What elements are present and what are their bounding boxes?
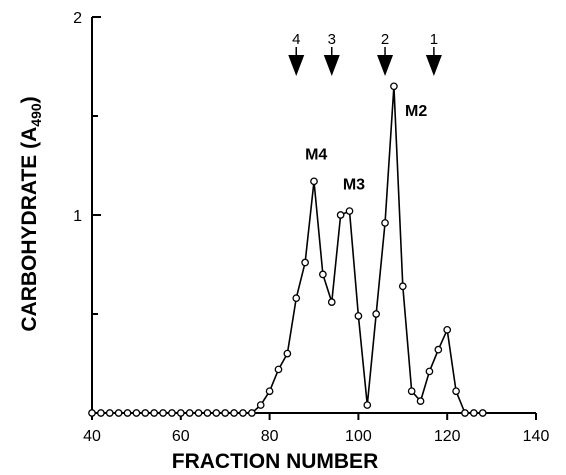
down-arrow-icon (377, 55, 394, 76)
data-point (363, 401, 372, 409)
data-point (292, 294, 301, 303)
down-arrow-icon (323, 55, 340, 76)
marker-arrow-group: 3 (323, 31, 340, 76)
y-axis-title-close: ) (18, 96, 41, 103)
data-point (283, 349, 292, 358)
data-point (310, 177, 318, 186)
marker-arrow-group: 2 (377, 31, 394, 76)
data-point (150, 409, 159, 417)
data-point (141, 409, 150, 417)
data-point (176, 409, 185, 417)
data-point (336, 211, 345, 219)
data-point (398, 282, 407, 291)
x-tick-label: 120 (434, 428, 461, 445)
axes: 40 60 80 100 120 140 1 2 (73, 10, 549, 445)
data-point (88, 409, 96, 417)
x-tick-label: 100 (345, 428, 372, 445)
x-tick-label: 80 (261, 428, 279, 445)
data-point (221, 409, 230, 417)
data-point (265, 387, 274, 396)
data-point (469, 409, 478, 417)
data-point (452, 387, 460, 396)
peak-label: M3 (343, 176, 365, 193)
data-point (390, 82, 398, 91)
data-point (372, 310, 381, 318)
marker-label: 4 (292, 31, 300, 48)
data-point (239, 409, 247, 417)
data-point (425, 367, 434, 376)
data-point (194, 409, 203, 417)
peak-label: M2 (405, 103, 427, 120)
data-point (381, 219, 389, 227)
data-point (274, 365, 283, 374)
y-axis-title-subscript: 490 (28, 103, 44, 127)
x-axis-title: FRACTION NUMBER (172, 450, 378, 473)
marker-arrow-group: 4 (288, 31, 305, 76)
data-point (203, 409, 212, 417)
data-point (478, 409, 487, 417)
data-point (97, 409, 105, 417)
data-point (212, 409, 221, 417)
data-point (416, 397, 425, 405)
y-tick-label: 1 (73, 208, 82, 225)
down-arrow-icon (288, 55, 305, 76)
marker-arrow-group: 1 (425, 31, 442, 76)
data-point (230, 409, 238, 417)
data-point (123, 409, 132, 417)
data-point (132, 409, 141, 417)
y-axis-title: CARBOHYDRATE (A490) (18, 96, 44, 331)
data-point (434, 345, 443, 354)
down-arrow-icon (425, 55, 442, 76)
data-point (247, 409, 256, 417)
data-point (185, 409, 194, 417)
x-tick-label: 140 (523, 428, 550, 445)
data-point (407, 387, 416, 396)
marker-label: 1 (430, 31, 438, 48)
x-tick-label: 40 (83, 428, 101, 445)
series-line (92, 86, 483, 414)
data-point (461, 409, 469, 417)
marker-label: 2 (381, 31, 389, 48)
data-point (354, 312, 363, 320)
y-axis-title-main: CARBOHYDRATE (A (18, 127, 41, 332)
marker-label: 3 (328, 31, 336, 48)
data-point (301, 258, 309, 267)
data-point (159, 409, 167, 417)
data-series (88, 82, 487, 417)
data-point (114, 409, 123, 417)
y-tick-label: 2 (73, 10, 82, 27)
data-point (345, 207, 354, 215)
annotations: M4 M3 M2 4 3 2 1 (288, 31, 442, 193)
peak-label: M4 (305, 147, 327, 164)
data-point (443, 325, 452, 334)
data-point (327, 298, 336, 306)
data-point (256, 401, 265, 409)
data-point (168, 409, 176, 417)
x-tick-label: 60 (172, 428, 190, 445)
data-point (105, 409, 114, 417)
data-point (319, 270, 327, 279)
